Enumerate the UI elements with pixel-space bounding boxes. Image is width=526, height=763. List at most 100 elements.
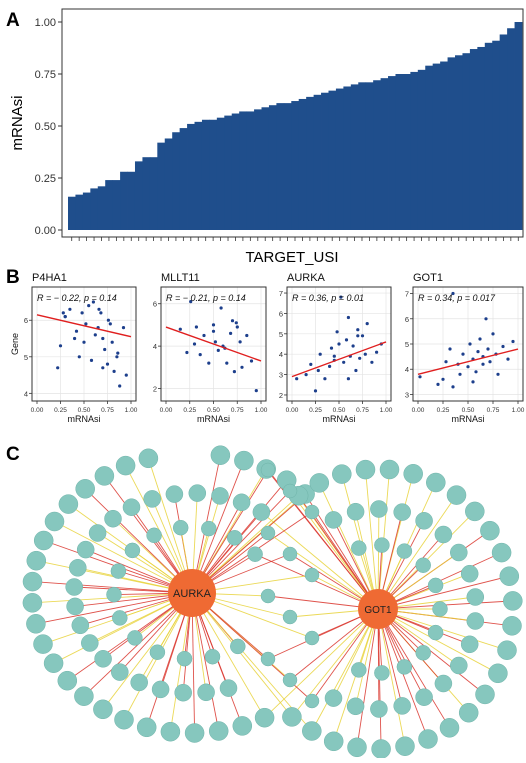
tick-labels: 0.00 0.25 0.50 0.75 1.00 4 5 6	[24, 316, 138, 414]
data-point	[63, 315, 67, 319]
data-point	[346, 377, 350, 381]
bar	[112, 180, 121, 230]
network-edge	[261, 511, 379, 610]
compound-node	[252, 503, 271, 521]
panel-a-x-ticks	[71, 237, 519, 241]
compound-node	[282, 672, 298, 688]
hub-node-aurka	[168, 569, 216, 617]
data-point	[121, 326, 126, 330]
x-tick-label: 0.50	[78, 407, 91, 414]
compound-node	[76, 540, 95, 559]
data-point	[116, 351, 120, 355]
bar	[380, 78, 389, 230]
bar	[350, 84, 359, 231]
data-point	[110, 340, 114, 344]
network-edge	[191, 592, 265, 718]
network-edge	[377, 575, 510, 610]
data-point	[451, 385, 455, 389]
compound-node	[197, 683, 215, 702]
compound-node	[75, 479, 95, 499]
compound-node	[304, 567, 320, 583]
network-nodes	[22, 445, 523, 759]
bar	[335, 88, 344, 230]
compound-node	[374, 537, 390, 553]
data-point	[213, 340, 217, 344]
data-point	[99, 311, 103, 315]
hub-label-got1: GOT1	[364, 605, 392, 616]
compound-node	[172, 519, 189, 536]
compound-node	[33, 530, 54, 551]
y-tick-label: 3	[405, 390, 409, 399]
compound-node	[33, 634, 53, 654]
compound-node	[149, 644, 166, 660]
compound-node	[323, 731, 344, 752]
compound-node	[309, 473, 330, 493]
network-edge	[377, 494, 457, 610]
compound-node	[127, 630, 143, 646]
compound-node	[324, 511, 343, 529]
regression-line	[36, 314, 132, 338]
data-point	[329, 346, 334, 350]
data-point	[194, 325, 198, 329]
data-point	[339, 295, 343, 299]
y-tick-label: 2	[153, 385, 157, 394]
x-tick-label: 0.00	[160, 407, 173, 414]
compound-node	[450, 543, 468, 562]
compound-node	[450, 656, 468, 675]
compound-node	[466, 612, 485, 630]
bar	[172, 132, 181, 230]
compound-node	[232, 493, 251, 512]
data-point	[451, 291, 455, 296]
y-tick-label: 6	[153, 300, 157, 309]
compound-node	[138, 448, 159, 469]
plot-title: AURKA	[287, 272, 326, 284]
compound-node	[393, 697, 411, 715]
y-tick-label: 5	[405, 340, 409, 349]
data-point	[207, 361, 211, 365]
data-point	[106, 318, 110, 322]
data-point	[444, 360, 448, 364]
x-tick-label: 0.25	[309, 407, 322, 414]
x-tick-label: 0.00	[412, 407, 425, 414]
compound-node	[219, 679, 238, 697]
data-point	[295, 377, 299, 381]
points	[418, 291, 515, 389]
data-point	[328, 364, 332, 368]
bar	[283, 103, 292, 230]
compound-node	[282, 546, 298, 562]
data-point	[468, 342, 472, 346]
compound-node	[122, 498, 141, 516]
bar	[410, 71, 419, 230]
compound-node	[165, 485, 184, 503]
compound-node	[66, 597, 84, 616]
data-point	[211, 329, 216, 333]
bar	[507, 28, 515, 230]
y-tick-label: 6	[279, 309, 283, 318]
data-point	[202, 333, 206, 338]
y-tick-label: 0.25	[35, 173, 56, 185]
bar	[313, 94, 322, 230]
data-point	[235, 325, 239, 329]
network-edge	[254, 553, 379, 610]
bar	[201, 119, 210, 230]
bar	[358, 82, 367, 230]
panel-c-network: AURKA GOT1	[22, 445, 523, 759]
hub-node-got1	[358, 589, 398, 629]
data-point	[238, 340, 242, 344]
compound-node	[260, 525, 276, 541]
data-point	[211, 323, 216, 327]
data-point	[448, 347, 452, 351]
compound-node	[415, 645, 431, 661]
data-point	[80, 311, 84, 315]
compound-node	[143, 490, 161, 508]
plot-title: MLLT11	[161, 272, 200, 284]
network-edge	[54, 521, 193, 594]
network-edge	[377, 608, 486, 695]
compound-node	[115, 455, 136, 476]
data-point	[471, 380, 475, 384]
bar	[97, 186, 106, 230]
compound-node	[395, 736, 415, 756]
bar	[216, 117, 225, 230]
